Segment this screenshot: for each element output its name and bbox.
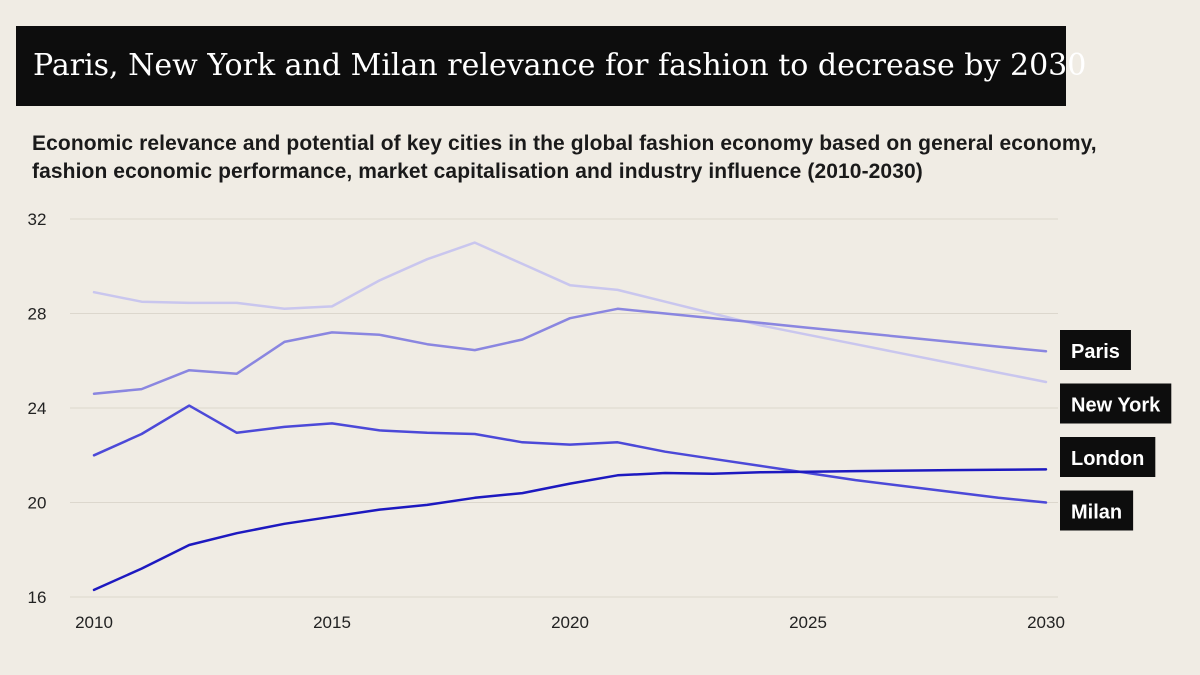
y-tick-label: 32: [28, 210, 47, 229]
series-line-new-york: [92, 307, 1048, 396]
series-line-paris: [92, 241, 1048, 384]
x-tick-label: 2020: [551, 613, 589, 632]
series-line-milan: [92, 468, 1048, 592]
y-tick-label: 16: [28, 588, 47, 607]
series-line-london: [92, 404, 1048, 504]
legend-label: Paris: [1071, 341, 1120, 363]
series-lines: [92, 241, 1048, 592]
y-tick-label: 28: [28, 305, 47, 324]
x-tick-label: 2010: [75, 613, 113, 632]
legend-box: [1060, 383, 1172, 424]
x-tick-label: 2025: [789, 613, 827, 632]
x-tick-label: 2030: [1027, 613, 1065, 632]
x-tick-label: 2015: [313, 613, 351, 632]
legend-box: [1060, 330, 1131, 370]
legend-box: [1060, 490, 1134, 531]
legend-item-milan: Milan: [1060, 490, 1134, 531]
y-tick-label: 24: [28, 399, 47, 418]
legend-item-paris: Paris: [1060, 330, 1131, 370]
legend-label: Milan: [1071, 502, 1122, 524]
x-axis-ticks: 2010 2015 2020 2025 2030: [75, 613, 1065, 632]
legend-item-london: London: [1060, 437, 1156, 477]
y-tick-label: 20: [28, 494, 47, 513]
legend-box: [1060, 437, 1156, 477]
legend-label: London: [1071, 448, 1144, 470]
legend-label: New York: [1071, 395, 1161, 417]
y-axis-ticks: 16 20 24 28 32: [28, 210, 47, 607]
legend-item-new-york: New York: [1060, 383, 1172, 424]
chart-subtitle: Economic relevance and potential of key …: [32, 132, 1097, 183]
chart-title: Paris, New York and Milan relevance for …: [33, 48, 1087, 83]
gridlines: [70, 218, 1058, 598]
legend: Paris New York London Milan: [1060, 330, 1172, 531]
title-banner: Paris, New York and Milan relevance for …: [16, 26, 1086, 106]
